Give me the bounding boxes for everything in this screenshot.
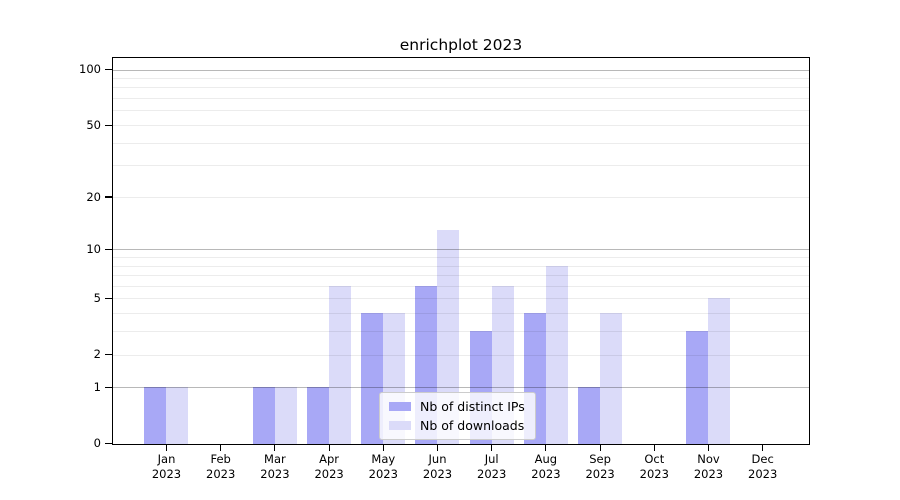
gridline-minor	[113, 142, 809, 144]
y-tick-label: 20	[86, 189, 101, 204]
y-tick-label: 100	[79, 62, 101, 77]
y-tick-mark	[105, 124, 112, 126]
bar-downloads-jun	[437, 229, 460, 444]
x-tick-label: Feb 2023	[206, 452, 236, 481]
legend-item-downloads: Nb of downloads	[389, 417, 525, 433]
gridline-minor	[113, 78, 809, 80]
gridline-minor	[113, 110, 809, 112]
gridline-minor	[113, 98, 809, 100]
legend-label-distinct-ips: Nb of distinct IPs	[420, 398, 525, 414]
bar-distinct-ips-apr	[306, 387, 329, 444]
x-tick-mark	[436, 445, 439, 451]
gridline-minor	[113, 87, 809, 89]
x-tick-label: Nov 2023	[693, 452, 724, 481]
y-tick-mark	[105, 248, 112, 251]
gridline-minor	[113, 165, 809, 167]
chart-title: enrichplot 2023	[399, 36, 523, 54]
legend-label-downloads: Nb of downloads	[420, 417, 525, 433]
y-tick-label: 50	[86, 117, 101, 132]
bar-distinct-ips-mar	[252, 387, 275, 444]
x-tick-label: May 2023	[368, 452, 398, 481]
x-tick-mark	[165, 445, 168, 451]
gridline-minor	[113, 124, 809, 126]
x-tick-label: Jun 2023	[422, 452, 453, 481]
x-tick-label: Mar 2023	[260, 452, 290, 481]
y-tick-label: 5	[93, 291, 101, 306]
x-tick-mark	[653, 445, 655, 451]
y-tick-mark	[105, 387, 112, 389]
legend-swatch-distinct-ips-icon	[389, 401, 411, 411]
x-tick-mark	[762, 445, 764, 451]
bar-downloads-sep	[599, 313, 622, 444]
gridline-major	[113, 387, 809, 389]
x-tick-label: Dec 2023	[748, 452, 778, 481]
gridline-minor	[113, 196, 809, 198]
x-tick-mark	[545, 445, 547, 451]
x-tick-mark	[328, 445, 330, 451]
x-tick-label: Jul 2023	[477, 452, 507, 481]
bar-downloads-aug	[545, 265, 568, 444]
y-tick-label: 1	[93, 380, 101, 395]
x-tick-label: Oct 2023	[639, 452, 669, 481]
gridline-minor	[113, 313, 809, 315]
x-tick-mark	[707, 445, 710, 451]
bar-downloads-apr	[328, 285, 351, 444]
gridline-major	[113, 69, 809, 71]
gridline-minor	[113, 275, 809, 277]
x-tick-mark	[220, 445, 222, 451]
bar-distinct-ips-may	[361, 313, 384, 444]
bar-distinct-ips-nov	[686, 331, 709, 444]
x-tick-mark	[382, 445, 384, 451]
x-tick-mark	[274, 445, 276, 451]
gridline-minor	[113, 354, 809, 356]
x-tick-label: Jan 2023	[151, 452, 182, 481]
bar-distinct-ips-jan	[144, 387, 167, 444]
gridline-minor	[113, 331, 809, 333]
legend-item-distinct-ips: Nb of distinct IPs	[389, 398, 525, 414]
bar-downloads-jan	[166, 387, 189, 444]
y-tick-mark	[105, 443, 112, 445]
x-tick-label: Apr 2023	[314, 452, 344, 481]
legend-swatch-downloads-icon	[389, 420, 411, 430]
gridline-minor	[113, 257, 809, 258]
y-tick-label: 0	[93, 436, 101, 451]
x-tick-mark	[599, 445, 601, 451]
x-tick-label: Sep 2023	[585, 452, 615, 481]
y-tick-mark	[105, 69, 112, 71]
x-tick-label: Aug 2023	[531, 452, 561, 481]
bar-downloads-nov	[708, 298, 731, 444]
bar-distinct-ips-sep	[577, 387, 600, 444]
y-tick-label: 2	[93, 347, 101, 362]
y-tick-mark	[105, 297, 112, 300]
plot-area	[112, 57, 810, 445]
legend: Nb of distinct IPs Nb of downloads	[379, 392, 536, 440]
gridline-minor	[113, 285, 809, 287]
y-tick-mark	[105, 354, 112, 356]
gridline-minor	[113, 298, 809, 300]
y-tick-label: 10	[86, 241, 101, 256]
y-tick-mark	[105, 196, 112, 198]
gridline-major	[113, 249, 809, 251]
x-tick-mark	[491, 445, 493, 451]
gridline-minor	[113, 265, 809, 267]
bar-downloads-mar	[274, 387, 297, 444]
